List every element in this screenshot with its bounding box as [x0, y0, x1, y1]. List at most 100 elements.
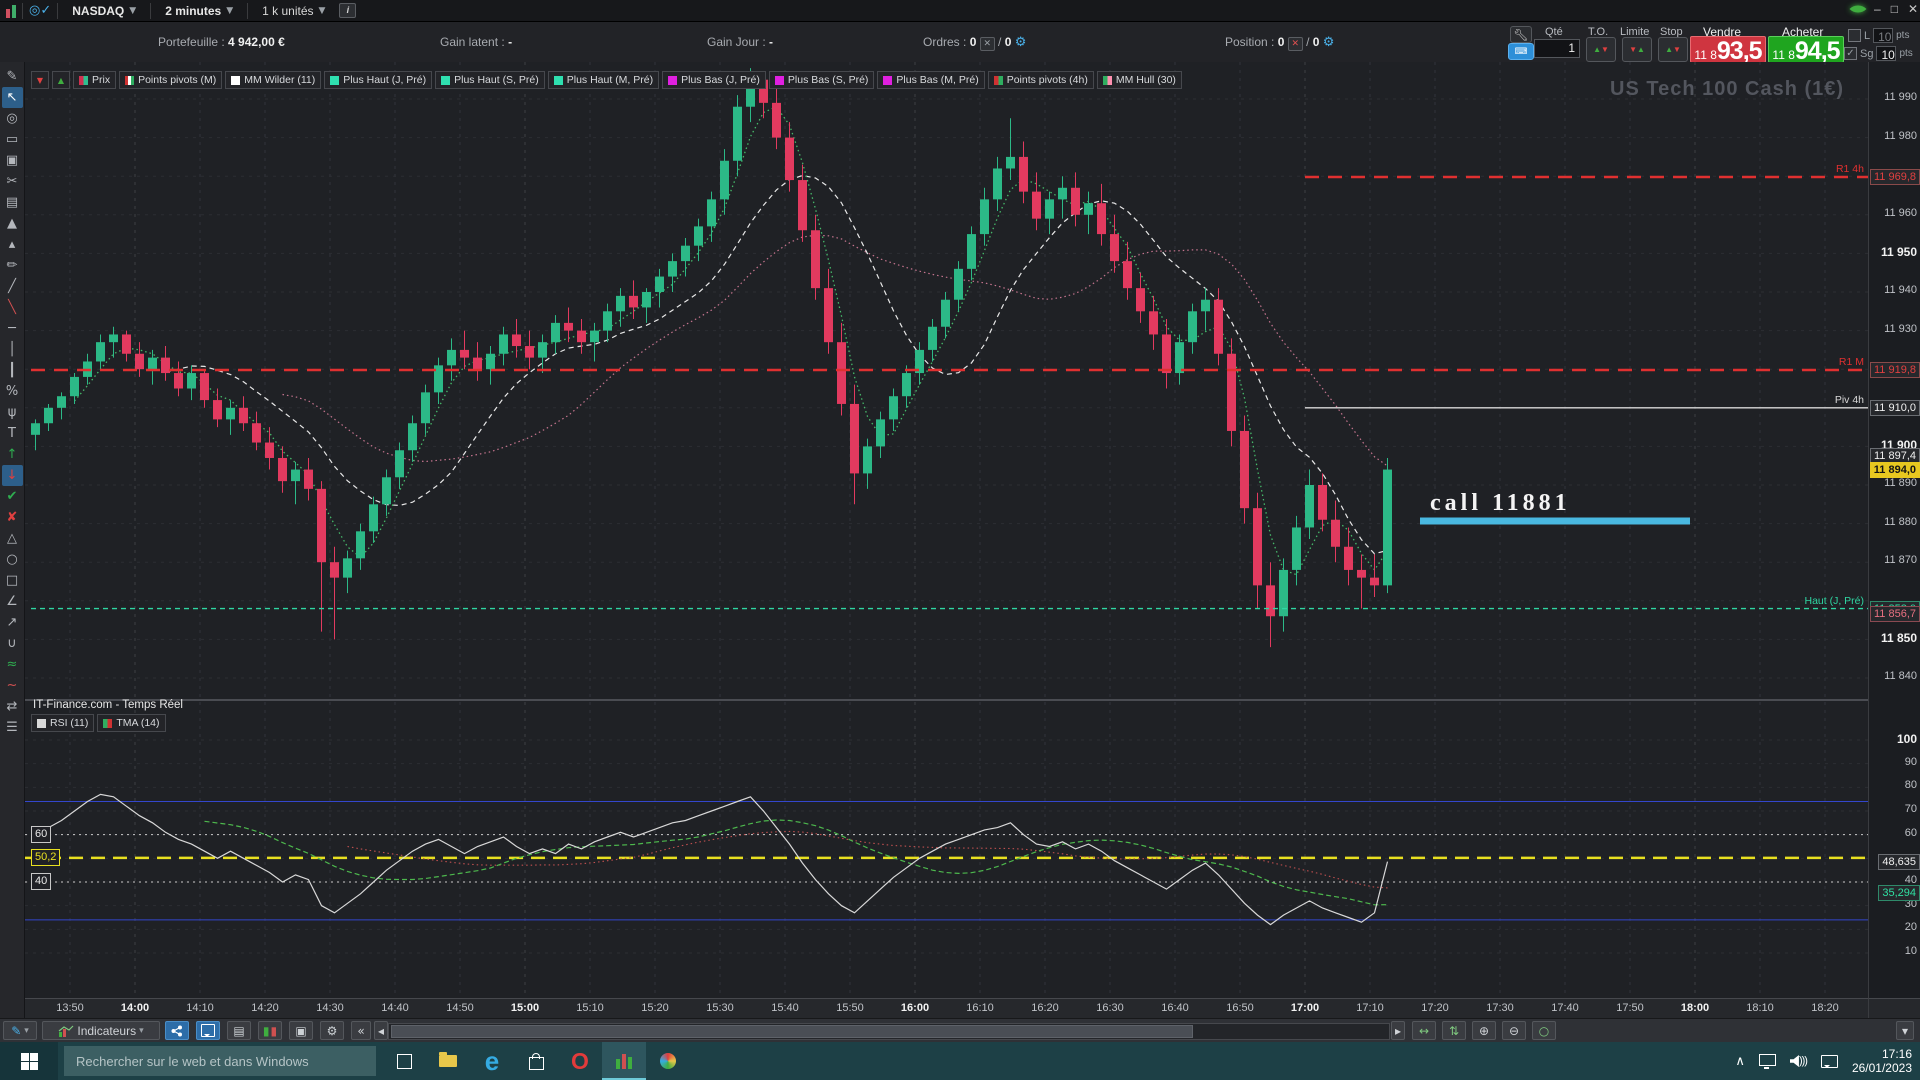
legend-item-5[interactable]: Plus Haut (M, Pré): [547, 71, 660, 89]
taskbar-search-input[interactable]: Rechercher sur le web et dans Windows: [64, 1046, 376, 1076]
close-position-icon[interactable]: ✕: [1287, 37, 1303, 51]
buy-button[interactable]: 11 8 94,5: [1768, 36, 1844, 65]
start-button[interactable]: [0, 1042, 58, 1080]
instrument-select[interactable]: NASDAQ ▼: [64, 1, 144, 21]
orders-list-button[interactable]: ▤: [227, 1021, 251, 1040]
legend-item-6[interactable]: Plus Bas (J, Pré): [662, 71, 766, 89]
time-axis[interactable]: 13:50 14:00 14:10 14:20 14:30 14:40 14:50 15:00…: [25, 998, 1868, 1019]
task-view-button[interactable]: [382, 1042, 426, 1080]
legend-item-9[interactable]: Points pivots (4h): [987, 71, 1094, 89]
chat-button[interactable]: [196, 1021, 220, 1040]
settings-button[interactable]: ⚙: [320, 1021, 344, 1040]
chart-tool-0-button[interactable]: ↔: [1412, 1021, 1436, 1040]
sell-button[interactable]: 11 8 93,5: [1690, 36, 1766, 65]
legend-item-10[interactable]: MM Hull (30): [1096, 71, 1182, 89]
scrollbar-thumb[interactable]: [391, 1025, 1193, 1038]
rsi-legend-item-1[interactable]: TMA (14): [97, 714, 166, 732]
chart-tool-4-button[interactable]: ○: [1532, 1021, 1556, 1040]
sg-checkbox[interactable]: ✓: [1844, 47, 1857, 60]
tool-16-icon[interactable]: ψ: [7, 405, 17, 420]
taskbar-clock[interactable]: 17:16 26/01/2023: [1852, 1047, 1912, 1075]
price-axis[interactable]: 11 990 11 980 11 960 11 950 11 940 11 930 11 9…: [1868, 62, 1920, 998]
tool-12-icon[interactable]: ─: [8, 321, 16, 336]
tool-30-icon[interactable]: ⇄: [6, 699, 18, 714]
maximize-button[interactable]: □: [1890, 2, 1898, 16]
edge-browser-button[interactable]: e: [470, 1042, 514, 1080]
chart-tool-2-button[interactable]: ⊕: [1472, 1021, 1496, 1040]
orders-settings-gear-icon[interactable]: ⚙: [1014, 35, 1027, 50]
tool-8-icon[interactable]: ▴: [8, 237, 16, 252]
chart-canvas[interactable]: call 11881: [25, 62, 1868, 998]
legend-item-3[interactable]: Plus Haut (J, Pré): [324, 71, 433, 89]
tool-3-icon[interactable]: ▭: [5, 132, 19, 147]
tool-23-icon[interactable]: ○: [6, 552, 18, 567]
tool-29-icon[interactable]: ~: [6, 678, 18, 693]
legend-item-7[interactable]: Plus Bas (S, Pré): [768, 71, 875, 89]
keyboard-icon[interactable]: ⌨︎: [1508, 43, 1534, 60]
tool-31-icon[interactable]: ☰: [6, 720, 18, 735]
close-button[interactable]: ✕: [1907, 2, 1918, 16]
qty-input[interactable]: 1: [1534, 39, 1580, 58]
positions-button[interactable]: ▮ ▮: [258, 1021, 282, 1040]
tool-17-icon[interactable]: T: [8, 426, 16, 441]
tool-11-icon[interactable]: ╲: [8, 300, 16, 315]
tool-15-icon[interactable]: %: [5, 384, 19, 399]
order-tools-wrench-icon[interactable]: 🔧︎: [1510, 26, 1532, 43]
tool-6-icon[interactable]: ▤: [5, 195, 19, 210]
minimize-button[interactable]: –: [1874, 2, 1881, 16]
tool-28-icon[interactable]: ≈: [6, 657, 18, 672]
tool-19-icon[interactable]: ↓: [1, 465, 23, 486]
chart-tool-3-button[interactable]: ⊖: [1502, 1021, 1526, 1040]
tool-26-icon[interactable]: ↗: [6, 615, 18, 630]
legend-item-8[interactable]: Plus Bas (M, Pré): [877, 71, 985, 89]
tool-9-icon[interactable]: ✏: [6, 258, 18, 273]
stop-order-button[interactable]: ▲ ▼: [1658, 37, 1688, 62]
notification-icon[interactable]: [1820, 1054, 1838, 1068]
rsi-legend-item-0[interactable]: RSI (11): [31, 714, 95, 732]
sg-pts-input[interactable]: 10: [1876, 46, 1897, 62]
share-button[interactable]: [165, 1021, 189, 1040]
windows-store-button[interactable]: [514, 1042, 558, 1080]
timeframe-select[interactable]: 2 minutes ▼: [157, 1, 241, 21]
legend-item-4[interactable]: Plus Haut (S, Pré): [435, 71, 545, 89]
tool-5-icon[interactable]: ✂: [6, 174, 18, 189]
legend-expand-button[interactable]: ▲: [52, 71, 70, 89]
l-pts-input[interactable]: 10: [1873, 28, 1894, 44]
chart-scrollbar[interactable]: [388, 1023, 1390, 1040]
sync-icon[interactable]: ◎✓: [29, 3, 52, 18]
tool-1-icon[interactable]: ↖: [1, 87, 23, 108]
tool-27-icon[interactable]: ∪: [7, 636, 17, 651]
network-icon[interactable]: [1758, 1053, 1776, 1069]
opera-browser-button[interactable]: O: [558, 1042, 602, 1080]
tool-10-icon[interactable]: ╱: [8, 279, 16, 294]
tool-0-icon[interactable]: ✎: [6, 69, 18, 84]
tool-20-icon[interactable]: ✔: [6, 489, 18, 504]
tool-25-icon[interactable]: ∠: [6, 594, 18, 609]
l-checkbox[interactable]: [1848, 29, 1861, 42]
cancel-orders-icon[interactable]: ✕: [979, 37, 995, 51]
chart-style-icon[interactable]: [6, 4, 16, 18]
trading-app-button[interactable]: [602, 1042, 646, 1080]
scroll-right-button[interactable]: ▸: [1391, 1021, 1405, 1040]
tool-22-icon[interactable]: △: [7, 531, 17, 546]
axis-options-caret[interactable]: ▾: [1896, 1021, 1914, 1040]
legend-item-1[interactable]: Points pivots (M): [119, 71, 223, 89]
tool-18-icon[interactable]: ↑: [6, 447, 18, 462]
legend-item-2[interactable]: MM Wilder (11): [225, 71, 322, 89]
tool-21-icon[interactable]: ✘: [6, 510, 18, 525]
tool-13-icon[interactable]: │: [8, 342, 16, 357]
window-button[interactable]: ▣: [289, 1021, 313, 1040]
collapse-toolbar-button[interactable]: «: [351, 1021, 371, 1040]
chart-tool-1-button[interactable]: ⇅: [1442, 1021, 1466, 1040]
draw-tool-button[interactable]: ✎ ▾: [3, 1021, 37, 1040]
file-explorer-button[interactable]: [426, 1042, 470, 1080]
tool-7-icon[interactable]: ▲: [7, 216, 17, 231]
units-select[interactable]: 1 k unités ▼: [254, 1, 333, 21]
volume-button[interactable]: ))): [1789, 1055, 1808, 1067]
legend-item-0[interactable]: Prix: [73, 71, 117, 89]
tool-2-icon[interactable]: ◎: [6, 111, 18, 126]
indicators-button[interactable]: Indicateurs ▾: [42, 1021, 160, 1040]
tool-4-icon[interactable]: ▣: [5, 153, 19, 168]
scroll-left-button[interactable]: ◂: [374, 1021, 388, 1040]
position-settings-gear-icon[interactable]: ⚙: [1322, 35, 1335, 50]
